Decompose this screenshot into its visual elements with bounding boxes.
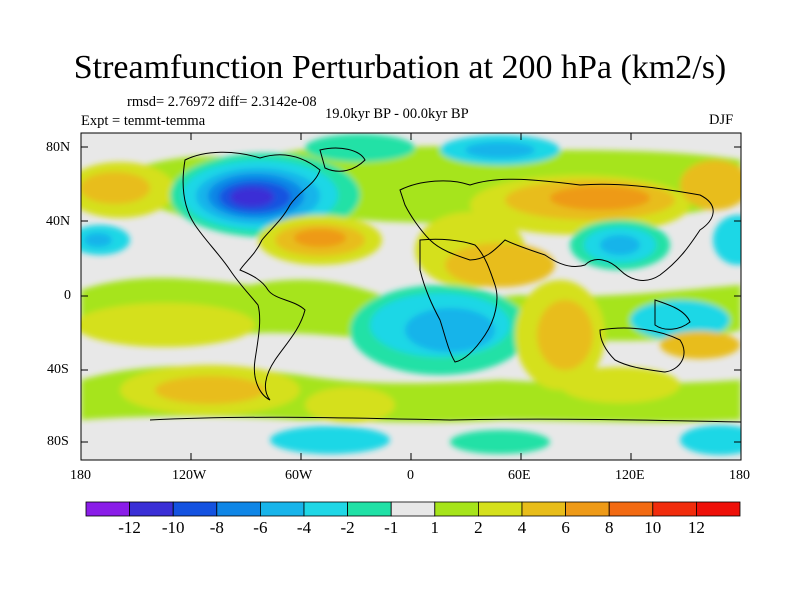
lon-label-180w: 180 <box>70 468 91 484</box>
colorbar-label: 12 <box>676 518 716 538</box>
colorbar-swatch <box>522 502 566 516</box>
colorbar-swatch <box>696 502 740 516</box>
lon-label-60w: 60W <box>285 468 312 484</box>
colorbar-swatch <box>653 502 697 516</box>
contour-field <box>65 133 763 460</box>
lon-label-180e: 180 <box>729 468 750 484</box>
colorbar-swatch <box>348 502 392 516</box>
colorbar-label: -6 <box>240 518 280 538</box>
lon-label-120e: 120E <box>615 468 645 484</box>
colorbar-swatch <box>173 502 217 516</box>
map-figure <box>0 0 800 600</box>
colorbar-swatch <box>304 502 348 516</box>
colorbar-swatch <box>86 502 130 516</box>
lon-label-0: 0 <box>407 468 414 484</box>
colorbar-label: -12 <box>110 518 150 538</box>
lat-label-0: 0 <box>64 288 71 304</box>
colorbar-swatch <box>260 502 304 516</box>
colorbar-swatch <box>566 502 610 516</box>
colorbar-swatch <box>609 502 653 516</box>
lon-label-60e: 60E <box>508 468 531 484</box>
colorbar-label: -1 <box>371 518 411 538</box>
colorbar-swatch <box>217 502 261 516</box>
lat-label-80n: 80N <box>46 140 70 156</box>
colorbar-label: 1 <box>415 518 455 538</box>
colorbar-swatch <box>391 502 435 516</box>
colorbar-label: -2 <box>328 518 368 538</box>
lat-label-80s: 80S <box>47 434 69 450</box>
lon-label-120w: 120W <box>172 468 206 484</box>
colorbar <box>86 502 740 516</box>
lat-label-40n: 40N <box>46 214 70 230</box>
lat-label-40s: 40S <box>47 362 69 378</box>
colorbar-swatch <box>478 502 522 516</box>
colorbar-label: -10 <box>153 518 193 538</box>
colorbar-label: 10 <box>633 518 673 538</box>
colorbar-swatch <box>435 502 479 516</box>
colorbar-label: 4 <box>502 518 542 538</box>
colorbar-label: 6 <box>546 518 586 538</box>
colorbar-label: 8 <box>589 518 629 538</box>
colorbar-swatch <box>130 502 174 516</box>
colorbar-label: 2 <box>458 518 498 538</box>
colorbar-label: -4 <box>284 518 324 538</box>
colorbar-label: -8 <box>197 518 237 538</box>
